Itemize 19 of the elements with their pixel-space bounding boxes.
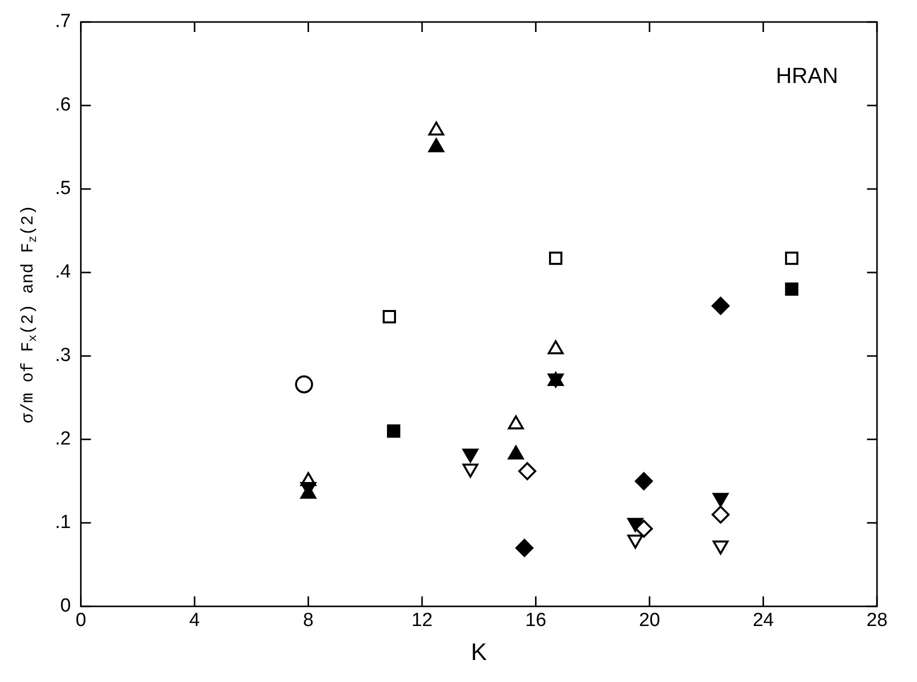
- annotation: HRAN: [776, 63, 838, 88]
- x-axis-title: K: [470, 639, 487, 666]
- y-tick-label: .2: [54, 428, 71, 450]
- y-tick-label: 0: [60, 596, 71, 617]
- y-tick-label: .3: [54, 345, 71, 366]
- x-tick-label: 8: [303, 610, 314, 632]
- x-tick-label: 12: [411, 610, 433, 632]
- x-tick-label: 4: [189, 610, 200, 632]
- x-tick-label: 24: [752, 610, 774, 632]
- y-axis-title: σ/m of Fx(2) and Fz(2): [20, 205, 40, 424]
- x-tick-label: 28: [866, 610, 888, 632]
- x-tick-label: 16: [525, 610, 546, 632]
- y-tick-label: .6: [54, 94, 71, 116]
- y-tick-label: .5: [54, 178, 71, 200]
- y-tick-label: .7: [54, 11, 71, 32]
- y-tick-label: .4: [54, 262, 72, 283]
- x-tick-label: 0: [76, 610, 86, 632]
- y-tick-label: .1: [54, 512, 71, 534]
- x-tick-label: 20: [638, 610, 660, 632]
